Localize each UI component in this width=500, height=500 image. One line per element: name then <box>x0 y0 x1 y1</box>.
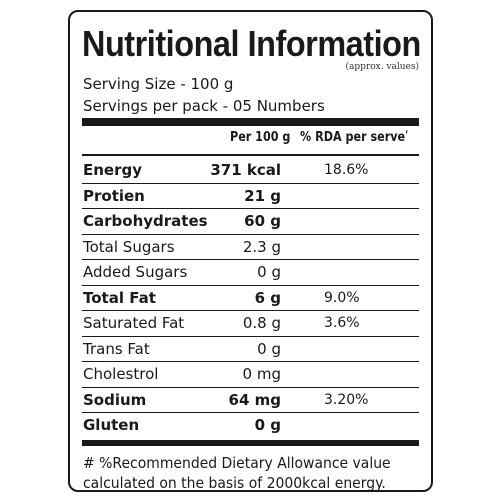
nutrient-row-sodium: Sodium 64 mg 3.20% <box>82 388 419 413</box>
nutrient-name: Saturated Fat <box>83 314 185 332</box>
nutrient-value: 0 g <box>257 263 281 281</box>
nutrient-name: Cholestrol <box>83 365 159 383</box>
nutrient-row-energy: Energy 371 kcal 18.6% <box>82 158 419 184</box>
nutrition-label-panel: Nutritional Information (approx. values)… <box>68 10 433 492</box>
nutrient-row-total-sugars: Total Sugars 2.3 g <box>82 235 419 260</box>
nutrient-name: Sodium <box>83 390 147 409</box>
column-header-per-100g: Per 100 g <box>230 130 291 145</box>
nutrient-row-total-fat: Total Fat 6 g 9.0% <box>82 286 419 311</box>
label-title: Nutritional Information <box>82 23 421 64</box>
nutrient-row-saturated-fat: Saturated Fat 0.8 g 3.6% <box>82 311 419 337</box>
nutrient-row-cholestrol: Cholestrol 0 mg <box>82 362 419 388</box>
nutrient-rda: 3.6% <box>324 315 360 331</box>
nutrient-value: 0 g <box>257 339 281 358</box>
nutrient-name: Total Sugars <box>83 237 175 256</box>
rda-footnote: # %Recommended Dietary Allowance value c… <box>83 454 391 492</box>
nutrient-name: Carbohydrates <box>83 212 208 230</box>
serving-size: Serving Size - 100 g <box>83 75 234 93</box>
nutrient-row-gluten: Gluten 0 g <box>82 413 419 439</box>
nutrient-name: Gluten <box>83 416 140 434</box>
nutrient-value: 64 mg <box>228 390 281 409</box>
header-divider <box>82 154 419 156</box>
nutrient-value: 2.3 g <box>242 237 281 256</box>
nutrient-table: Energy 371 kcal 18.6% Protien 21 g Carbo… <box>82 158 419 439</box>
nutrient-value: 21 g <box>244 186 281 205</box>
nutrient-value: 6 g <box>254 288 281 307</box>
top-divider <box>82 118 419 126</box>
approx-note: (approx. values) <box>345 62 420 72</box>
servings-per-pack: Servings per pack - 05 Numbers <box>83 97 325 115</box>
nutrient-value: 60 g <box>244 212 281 230</box>
nutrient-name: Protien <box>83 186 145 205</box>
nutrient-row-protien: Protien 21 g <box>82 184 419 209</box>
nutrient-row-trans-fat: Trans Fat 0 g <box>82 337 419 362</box>
nutrient-value: 0.8 g <box>242 314 281 332</box>
nutrient-rda: 9.0% <box>324 289 360 306</box>
nutrient-name: Trans Fat <box>83 339 150 358</box>
bottom-divider <box>82 440 419 446</box>
nutrient-value: 371 kcal <box>210 161 281 179</box>
nutrient-value: 0 g <box>254 416 281 434</box>
nutrient-name: Total Fat <box>83 288 156 307</box>
nutrient-name: Energy <box>83 161 143 179</box>
column-header-rda: % RDA per serveʹ <box>300 130 409 145</box>
nutrient-row-carbohydrates: Carbohydrates 60 g <box>82 209 419 235</box>
nutrient-name: Added Sugars <box>83 263 188 281</box>
nutrient-rda: 18.6% <box>324 162 369 178</box>
nutrient-value: 0 mg <box>242 365 281 383</box>
nutrient-rda: 3.20% <box>324 391 369 408</box>
nutrient-row-added-sugars: Added Sugars 0 g <box>82 260 419 286</box>
